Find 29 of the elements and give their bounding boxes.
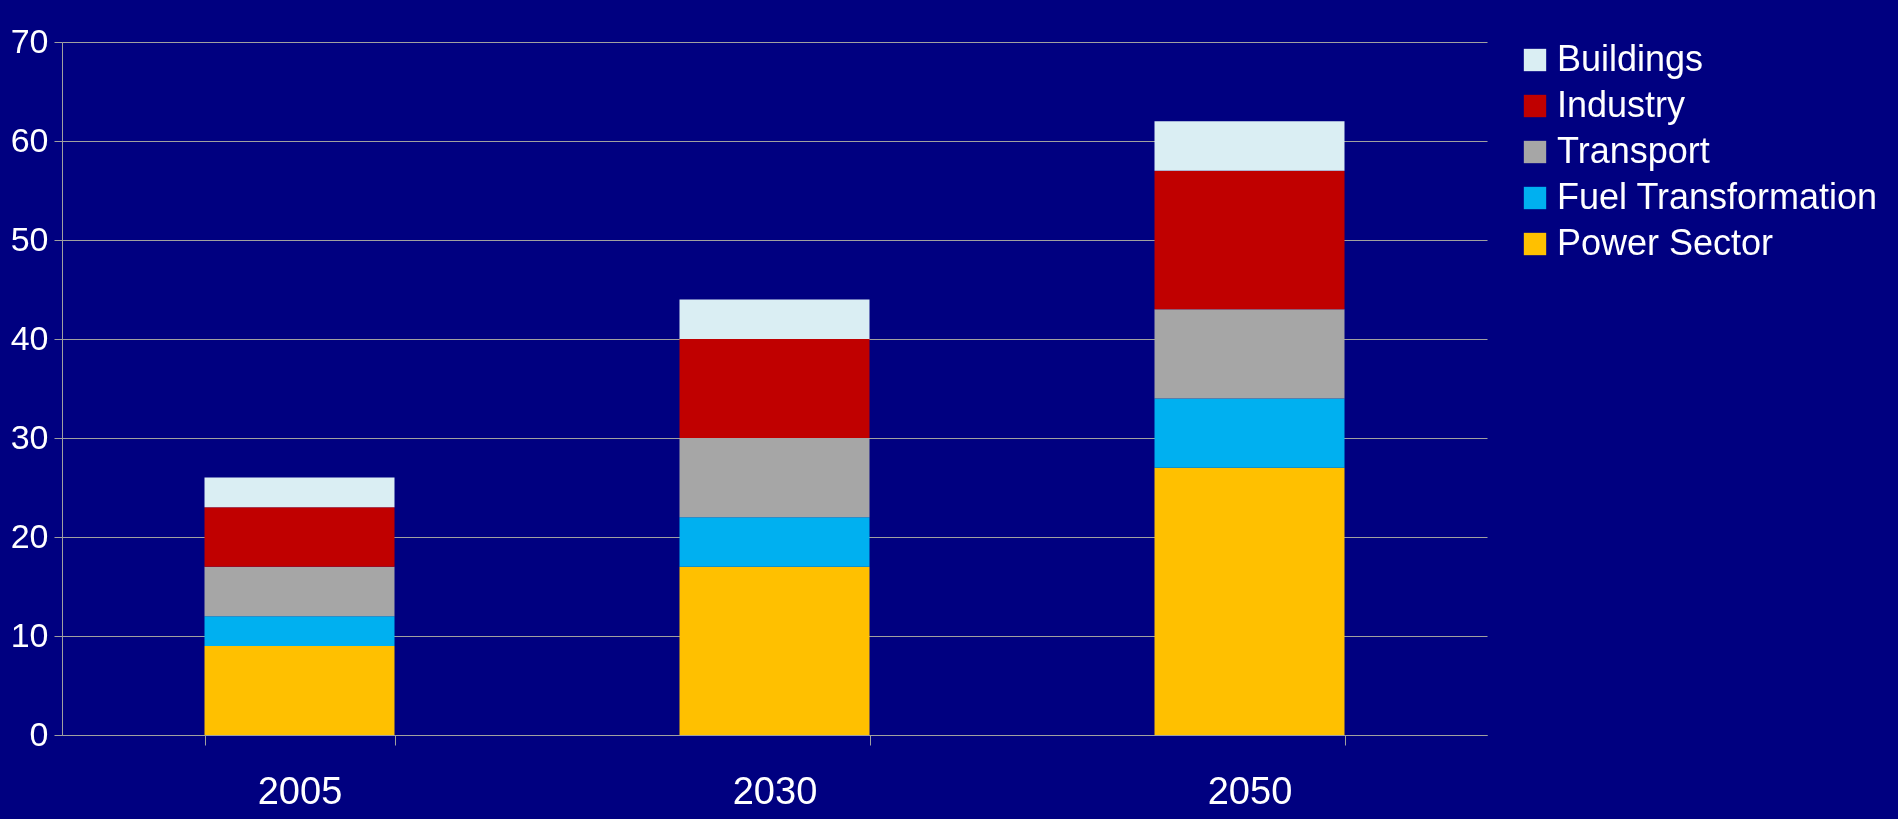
legend-label: Fuel Transformation: [1557, 176, 1878, 217]
legend-label: Industry: [1557, 84, 1686, 125]
bar: [679, 517, 870, 567]
bar: [679, 566, 870, 735]
bar: [1154, 170, 1345, 310]
y-tick-label: 40: [10, 318, 49, 357]
x-tick-label: 2030: [732, 769, 818, 812]
bar: [1154, 467, 1345, 735]
y-tick-label: 0: [29, 714, 49, 753]
y-tick-label: 10: [10, 615, 49, 654]
y-tick-label: 20: [10, 516, 49, 555]
x-tick-label: 2005: [257, 769, 343, 812]
y-tick-label: 30: [10, 417, 49, 456]
y-tick-label: 50: [10, 219, 49, 258]
bar: [679, 299, 870, 339]
bar: [204, 616, 395, 646]
bar: [204, 645, 395, 735]
bar: [1154, 121, 1345, 171]
bar: [1154, 398, 1345, 468]
y-tick-label: 60: [10, 120, 49, 159]
legend-label: Buildings: [1557, 38, 1704, 79]
bar: [204, 507, 395, 567]
bar: [679, 339, 870, 438]
y-tick-label: 70: [10, 21, 49, 60]
legend-label: Transport: [1557, 130, 1710, 171]
x-tick-label: 2050: [1207, 769, 1293, 812]
legend-label: Power Sector: [1557, 222, 1774, 263]
bar: [204, 566, 395, 617]
bar: [204, 477, 395, 508]
